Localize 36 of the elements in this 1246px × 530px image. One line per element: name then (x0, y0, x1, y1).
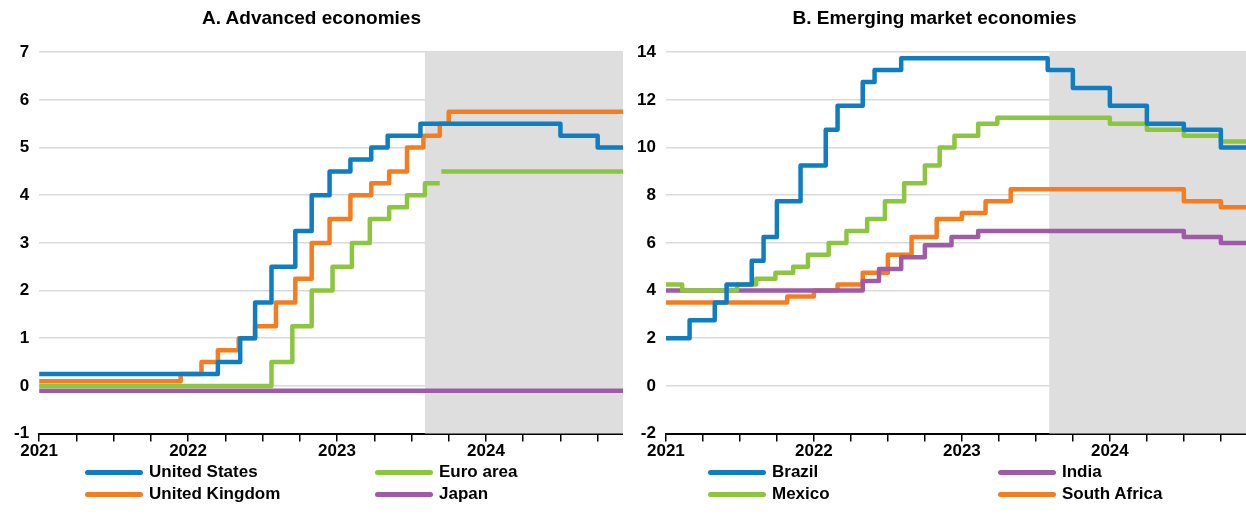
y-tick-label: 6 (19, 89, 30, 109)
y-tick-label: 2 (646, 327, 656, 347)
chart-title: A. Advanced economies (201, 6, 422, 30)
y-tick-label: 8 (646, 184, 656, 204)
legend-label: United Kingdom (149, 484, 281, 504)
x-tick-label: 2021 (20, 441, 59, 461)
y-tick-label: 0 (19, 375, 30, 395)
x-tick-label: 2023 (318, 441, 356, 461)
legend-label: Mexico (772, 484, 830, 504)
y-tick-label: 7 (19, 41, 30, 61)
y-tick-label: 10 (636, 137, 656, 157)
chart-title: B. Emerging market economies (791, 6, 1078, 30)
y-tick-label: 0 (646, 375, 656, 395)
x-tick-label: 2023 (942, 441, 981, 461)
x-tick-label: 2024 (1090, 441, 1130, 461)
y-tick-label: 14 (636, 41, 657, 61)
y-tick-label: 3 (19, 232, 30, 252)
x-tick-label: 2021 (647, 441, 685, 461)
y-tick-label: 12 (636, 89, 656, 109)
legend-label: India (1062, 462, 1102, 482)
legend-label: Japan (439, 484, 489, 504)
y-tick-label: 4 (646, 280, 657, 300)
legend-label: Euro area (439, 462, 518, 482)
x-tick-label: 2022 (169, 441, 207, 461)
legend-label: South Africa (1062, 484, 1163, 504)
legend-label: United States (149, 462, 258, 482)
x-tick-label: 2024 (467, 441, 506, 461)
y-tick-label: 1 (19, 327, 30, 347)
y-tick-label: -1 (13, 423, 30, 443)
y-tick-label: -2 (640, 423, 656, 443)
y-tick-label: 5 (19, 137, 30, 157)
y-tick-label: 2 (19, 280, 30, 300)
y-tick-label: 6 (646, 232, 656, 252)
x-tick-label: 2022 (794, 441, 833, 461)
y-tick-label: 4 (19, 184, 30, 204)
legend-label: Brazil (772, 462, 819, 482)
